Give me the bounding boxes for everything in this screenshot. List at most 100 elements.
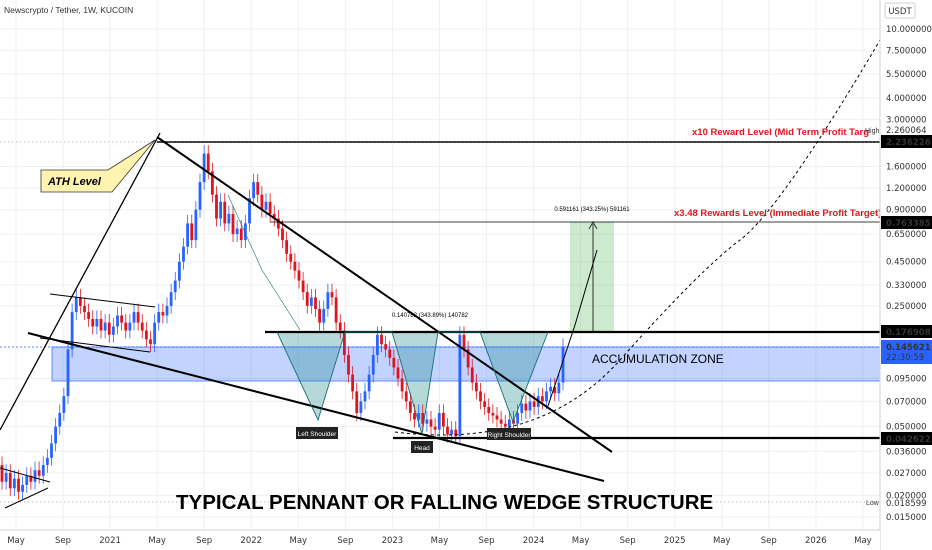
candle-body — [450, 429, 454, 435]
price-tick-label: 0.450000 — [886, 258, 927, 268]
candle-body — [285, 240, 289, 254]
candle-body — [91, 318, 95, 327]
low-label: Low — [866, 500, 880, 507]
candle-body — [470, 367, 474, 383]
time-tick-label: Sep — [55, 536, 71, 546]
time-tick-label: 2024 — [523, 536, 545, 546]
candle-body — [54, 426, 58, 444]
candles — [0, 145, 565, 500]
candle-body — [128, 322, 132, 331]
candle-body — [157, 312, 161, 323]
candle-body — [62, 396, 66, 413]
measure-mid-label: 0.140782 (343.89%) 140782 — [392, 313, 469, 319]
x10-level-label: x10 Reward Level (Mid Term Profit Targ — [692, 127, 869, 138]
candle-body — [549, 386, 553, 392]
candle-body — [322, 308, 326, 323]
candle-body — [58, 412, 62, 427]
candle-body — [239, 228, 243, 241]
svg-text:0.042622: 0.042622 — [886, 435, 931, 445]
price-tick-label: 0.650000 — [886, 230, 927, 240]
candle-body — [458, 334, 462, 437]
candle-body — [474, 382, 478, 392]
candle-body — [87, 312, 91, 319]
candle-body — [190, 223, 194, 241]
right-shoulder-tag: Right Shoulder — [487, 428, 531, 440]
candle-body — [21, 484, 25, 492]
candle-body — [417, 412, 421, 420]
currency-button[interactable]: USDT — [884, 2, 916, 19]
early-channel-lower — [4, 487, 49, 509]
ath-callout: ATH Level — [40, 139, 156, 193]
candle-body — [528, 401, 532, 411]
candle-body — [371, 354, 375, 375]
svg-text:Right Shoulder: Right Shoulder — [488, 432, 532, 439]
candle-body — [252, 182, 256, 199]
candle-body — [107, 322, 111, 335]
candle-body — [223, 201, 227, 224]
time-axis-panel[interactable] — [0, 530, 880, 550]
candle-body — [95, 318, 99, 327]
price-tick-label: 0.095000 — [886, 374, 927, 384]
candle-body — [202, 153, 206, 183]
price-tick-label: 5.500000 — [886, 70, 927, 80]
candle-body — [66, 349, 70, 397]
candle-body — [210, 171, 214, 195]
candle-body — [392, 357, 396, 368]
candle-body — [198, 182, 202, 210]
candle-body — [400, 378, 404, 392]
price-axis-panel[interactable] — [880, 0, 932, 550]
candle-body — [41, 464, 45, 476]
candle-body — [0, 464, 4, 482]
candle-body — [182, 246, 185, 262]
time-tick-label: Sep — [196, 536, 212, 546]
candle-body — [161, 312, 165, 316]
candle-body — [557, 382, 561, 394]
measure-top-label: 0.591161 (343.25%) 591161 — [554, 207, 630, 213]
candle-body — [173, 280, 177, 293]
time-tick-label: Sep — [478, 536, 494, 546]
time-tick-label: Sep — [620, 536, 636, 546]
candle-body — [375, 334, 379, 355]
shoulder-inner-lines — [227, 194, 301, 331]
candle-body — [111, 326, 115, 335]
candle-body — [491, 412, 495, 416]
candle-body — [132, 312, 136, 323]
candle-body — [462, 334, 466, 350]
candle-body — [351, 374, 355, 392]
candle-body — [404, 391, 408, 402]
candle-body — [140, 322, 144, 331]
candle-body — [186, 223, 190, 247]
price-tick-label: 1.600000 — [886, 163, 927, 173]
candle-body — [305, 292, 309, 306]
price-tick-label: 10.000000 — [886, 25, 932, 35]
target-measure-box — [570, 222, 614, 333]
candle-body — [495, 415, 499, 420]
time-tick-label: Sep — [761, 536, 777, 546]
early-channel-upper — [0, 467, 51, 483]
candle-body — [413, 412, 416, 420]
price-tick-label: 1.200000 — [886, 184, 927, 194]
candle-body — [243, 223, 247, 241]
time-tick-label: 2025 — [664, 536, 686, 546]
candle-body — [454, 429, 458, 437]
candle-body — [446, 426, 449, 435]
candle-body — [227, 214, 231, 224]
candle-body — [153, 322, 157, 345]
candle-body — [33, 470, 37, 482]
projection-line — [547, 249, 598, 407]
flag-lower-line — [39, 337, 151, 353]
candle-body — [50, 443, 53, 458]
head-tag: Head — [411, 441, 433, 453]
accumulation-zone-label: ACCUMULATION ZONE — [592, 352, 724, 366]
time-tick-label: 2023 — [382, 536, 404, 546]
candle-body — [70, 312, 74, 350]
candle-body — [165, 305, 169, 316]
candle-body — [342, 330, 346, 355]
price-tick-label: 7.500000 — [886, 47, 927, 57]
candle-body — [116, 315, 119, 327]
candle-body — [103, 322, 107, 331]
candle-body — [144, 330, 148, 340]
candle-body — [516, 412, 520, 424]
